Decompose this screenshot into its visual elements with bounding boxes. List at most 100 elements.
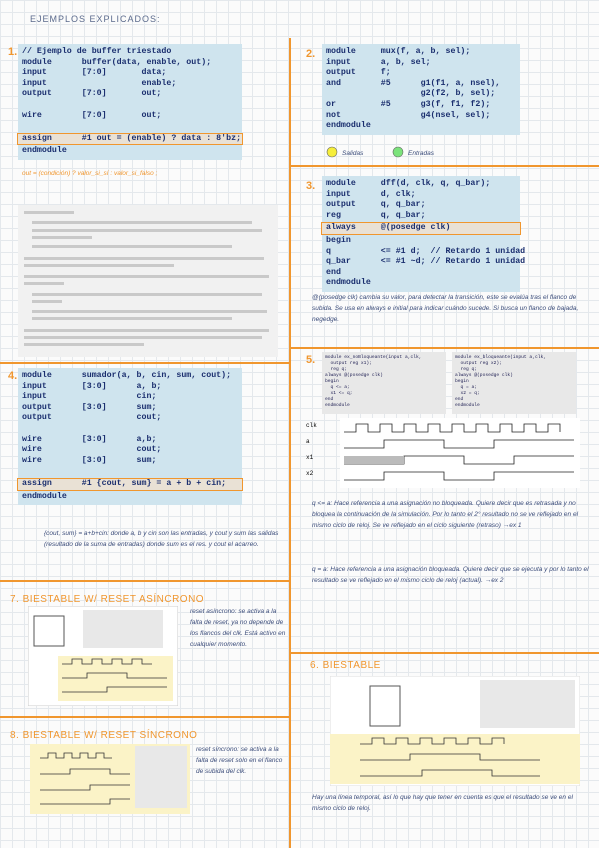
divider [0,716,289,718]
divider [0,580,289,582]
code-line: begin [326,235,351,245]
code-line: output [7:0] out; [22,89,162,99]
section-heading: 8. BIESTABLE W/ RESET SÍNCRONO [10,730,198,741]
code-line: module dff(d, clk, q, q_bar); [326,179,491,188]
code-line: q = a; [455,385,478,390]
code-line: endmodule [455,403,480,408]
code-line: q <= #1 d; // Retardo 1 unidad [326,246,526,256]
code-line: and #5 g1(f1, a, nsel), [326,78,501,88]
code-line: x2 [306,470,314,477]
annotation: q <= a: Hace referencia a una asignación… [312,500,579,529]
code-line: module sumador(a, b, cin, sum, cout); [22,371,232,380]
annotation: out = (condición) ? valor_si_sí : valor_… [22,170,158,177]
code-line: output cout; [22,413,162,423]
code-image: module ex_noBloqueante(input a,clk, outp… [322,352,446,414]
divider [289,38,291,848]
code-line: output [3:0] sum; [22,402,157,412]
divider [291,652,599,654]
code-line: q <= a; [325,385,350,390]
diagram [28,606,178,706]
annotation: {cout, sum} = a+b+cin: donde a, b y cin … [44,530,279,548]
code-line: input d, clk; [326,189,416,199]
code-line: reg q, q_bar; [326,210,426,220]
code-line: or #5 g3(f, f1, f2); [326,99,491,109]
section-heading: 7. BIESTABLE W/ RESET ASÍNCRONO [10,594,205,605]
section-number: 2. [306,48,316,60]
divider [0,362,289,364]
annotation: reset síncrono: se activa a la falta de … [196,746,283,775]
code-line: output reg x1); [325,361,372,366]
code-line: input a, b, sel; [326,57,431,67]
code-line [22,121,238,132]
divider [291,165,599,167]
page-title: EJEMPLOS EXPLICADOS: [30,14,161,24]
code-line: x1 [306,454,314,461]
code-line: reg q; [325,367,348,372]
code-line [22,100,238,111]
code-line: end [326,267,341,277]
section-heading: 6. BIESTABLE [310,660,381,671]
code-line [22,466,238,477]
divider [291,347,599,349]
code-line: always @(posedge clk) [455,373,513,378]
timing-diagram [340,418,580,488]
section-number: 5. [306,354,316,366]
code-line: endmodule [22,146,67,156]
code-line: input [3:0] a, b; [22,381,162,391]
section-number: 1. [8,46,18,58]
diagram [330,676,580,786]
legend-label: Entradas [408,150,435,157]
code-line: x2 = q; [455,391,480,396]
diagram [30,744,190,814]
code-line: module mux(f, a, b, sel); [326,47,471,56]
legend-swatch [392,146,404,158]
code-line: wire [3:0] a,b; [22,434,157,444]
code-line: begin [455,379,469,384]
code-line: x1 <= q; [325,391,353,396]
code-line: not g4(nsel, sel); [326,110,491,120]
code-line: g2(f2, b, sel); [326,89,496,99]
annotation: Hay una línea temporal, así lo que hay q… [312,794,573,812]
code-line: wire [3:0] sum; [22,455,157,465]
code-line: endmodule [22,491,67,501]
code-block: module sumador(a, b, cin, sum, cout); inp… [17,368,243,506]
code-line: // Ejemplo de buffer triestado [22,47,172,56]
code-line: begin [325,379,339,384]
code-line: module buffer(data, enable, out); [22,57,212,67]
code-block: module mux(f, a, b, sel); input a, b, sel… [322,44,520,135]
code-line: reg q; [455,367,478,372]
code-image: module ex_bloqueante(input a,clk, output… [452,352,576,414]
code-line: wire cout; [22,445,162,455]
annotation: @(posedge clk) cambia su valor, para det… [312,294,579,323]
section-number: 4. [8,370,18,382]
signal-labels: clk a x1 x2 [306,418,322,482]
code-line: clk [306,422,317,429]
code-block: // Ejemplo de buffer triestado module buf… [17,44,243,160]
code-line: module ex_noBloqueante(input a,clk, [325,355,422,360]
code-line: wire [7:0] out; [22,110,162,120]
code-line: module ex_bloqueante(input a,clk, [455,355,546,360]
section-number: 3. [306,180,316,192]
code-line: q_bar <= #1 ~d; // Retardo 1 unidad [326,257,526,267]
code-line [22,424,238,435]
code-line: input enable; [22,78,177,88]
code-line: assign #1 out = (enable) ? data : 8'bz; [17,132,243,146]
code-line: endmodule [326,278,371,288]
explanation-box [18,205,278,357]
legend-label: Salidas [342,150,364,157]
legend-swatch [326,146,338,158]
annotation: reset asíncrono: se activa a la falta de… [190,608,286,648]
code-line: endmodule [326,121,371,131]
code-line: end [325,397,334,402]
code-line: end [455,397,464,402]
code-line: assign #1 {cout, sum} = a + b + cin; [17,477,243,491]
code-line: input cin; [22,392,157,402]
code-line: output q, q_bar; [326,200,426,210]
code-line: output f; [326,68,391,78]
code-line: always @(posedge clk) [321,222,521,235]
code-line: endmodule [325,403,350,408]
code-line: output reg x2); [455,361,502,366]
code-block: module dff(d, clk, q, q_bar); input d, cl… [321,176,526,292]
annotation: q = a: Hace referencia a una asignación … [312,566,589,584]
